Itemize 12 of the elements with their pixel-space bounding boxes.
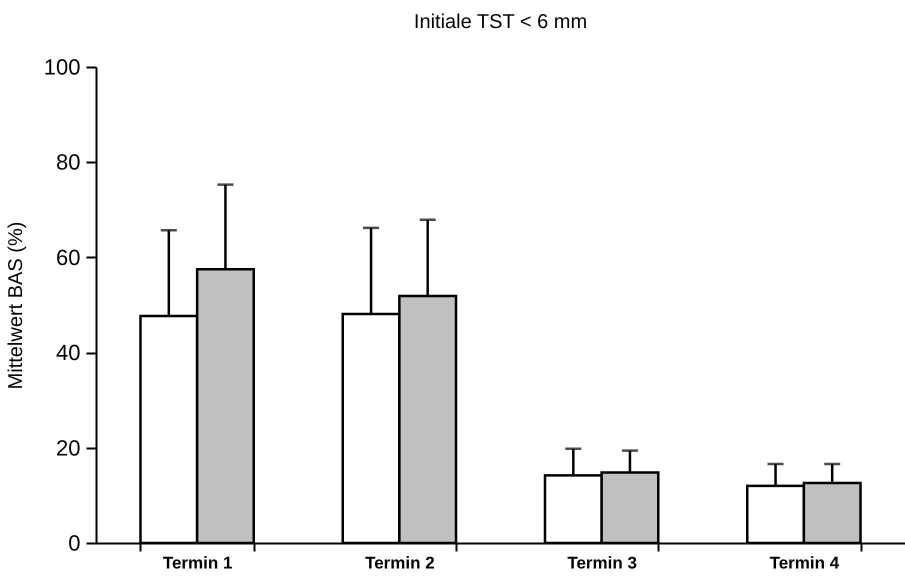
y-tick-label: 40 — [56, 340, 80, 366]
x-tick-label: Termin 1 — [162, 554, 232, 572]
x-tick-label: Termin 4 — [770, 554, 840, 572]
y-tick-label: 80 — [56, 150, 80, 175]
y-tick-label: 20 — [56, 435, 80, 460]
y-tick-label: 0 — [68, 530, 80, 556]
chart-title: Initiale TST < 6 mm — [414, 11, 588, 33]
y-tick-label: 100 — [44, 54, 80, 80]
x-tick-label: Termin 3 — [567, 554, 637, 572]
x-tick-label: Termin 2 — [365, 554, 435, 572]
y-axis-title: Mittelwert BAS (%) — [4, 222, 27, 390]
y-tick-label: 60 — [56, 244, 80, 270]
